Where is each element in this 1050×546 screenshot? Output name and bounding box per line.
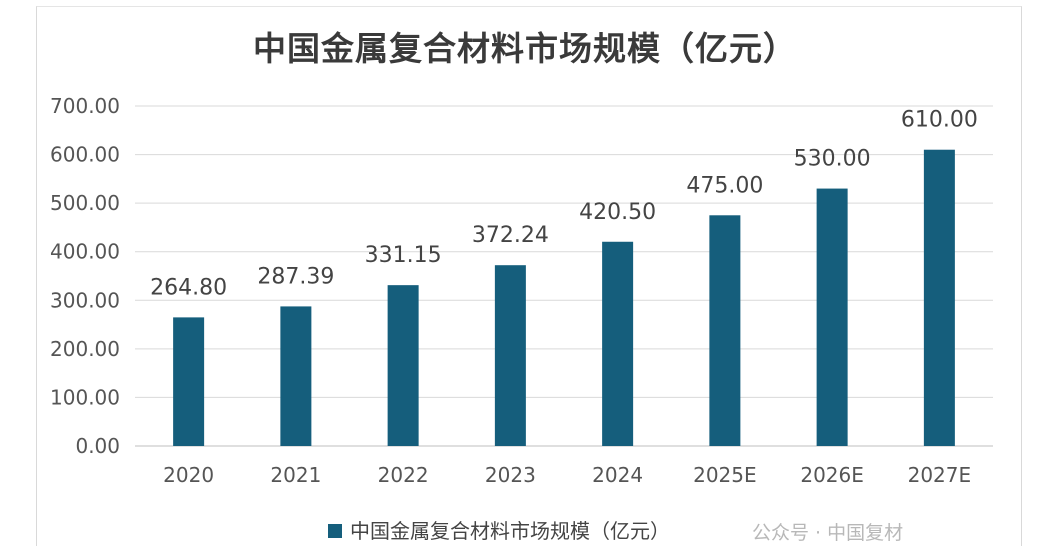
legend-label: 中国金属复合材料市场规模（亿元） [350, 519, 670, 543]
data-label-2023: 372.24 [472, 223, 549, 248]
x-tick-label-2026E: 2026E [800, 463, 864, 487]
y-tick-label: 600.00 [50, 143, 120, 167]
bar-2020[interactable] [173, 317, 205, 446]
y-tick-label: 100.00 [50, 385, 120, 409]
x-tick-label-2025E: 2025E [693, 463, 757, 487]
bar-2026E[interactable] [816, 188, 848, 447]
bar-2025E[interactable] [709, 215, 741, 446]
bar-2023[interactable] [494, 265, 526, 446]
x-axis: 2020 2021 2022 2023 2024 2025E 2026E 2027E [163, 463, 971, 487]
data-label-2024: 420.50 [579, 200, 656, 225]
watermark: 公众号 · 中国复材 [752, 522, 904, 544]
bar-2024[interactable] [602, 241, 634, 446]
y-tick-label: 300.00 [50, 288, 120, 312]
data-label-2026E: 530.00 [794, 147, 871, 172]
y-tick-label: 200.00 [50, 337, 120, 361]
legend[interactable]: 中国金属复合材料市场规模（亿元） [328, 515, 670, 544]
chart-title: 中国金属复合材料市场规模（亿元） [253, 29, 797, 68]
gridlines [135, 105, 993, 447]
x-tick-label-2021: 2021 [270, 463, 321, 487]
y-tick-label: 700.00 [50, 94, 120, 118]
data-label-2025E: 475.00 [686, 173, 763, 198]
bar-2022[interactable] [387, 285, 419, 446]
x-tick-label-2027E: 2027E [908, 463, 972, 487]
x-tick-label-2020: 2020 [163, 463, 214, 487]
y-axis: 0.00 100.00 200.00 300.00 400.00 500.00 600.00… [50, 94, 120, 458]
x-tick-label-2022: 2022 [378, 463, 429, 487]
data-label-2027E: 610.00 [901, 108, 978, 133]
x-tick-label-2024: 2024 [592, 463, 643, 487]
data-labels: 264.80 287.39 331.15 372.24 420.50 475.00 530.… [150, 108, 978, 301]
data-label-2020: 264.80 [150, 275, 227, 300]
data-label-2021: 287.39 [257, 264, 334, 289]
bars [173, 149, 955, 447]
y-tick-label: 0.00 [75, 434, 120, 458]
y-tick-label: 500.00 [50, 191, 120, 215]
legend-swatch [328, 523, 342, 538]
chart-frame [36, 6, 1022, 546]
y-tick-label: 400.00 [50, 240, 120, 264]
x-tick-label-2023: 2023 [485, 463, 536, 487]
data-label-2022: 331.15 [365, 243, 442, 268]
bar-2021[interactable] [280, 306, 312, 446]
bar-2027E[interactable] [923, 149, 955, 446]
